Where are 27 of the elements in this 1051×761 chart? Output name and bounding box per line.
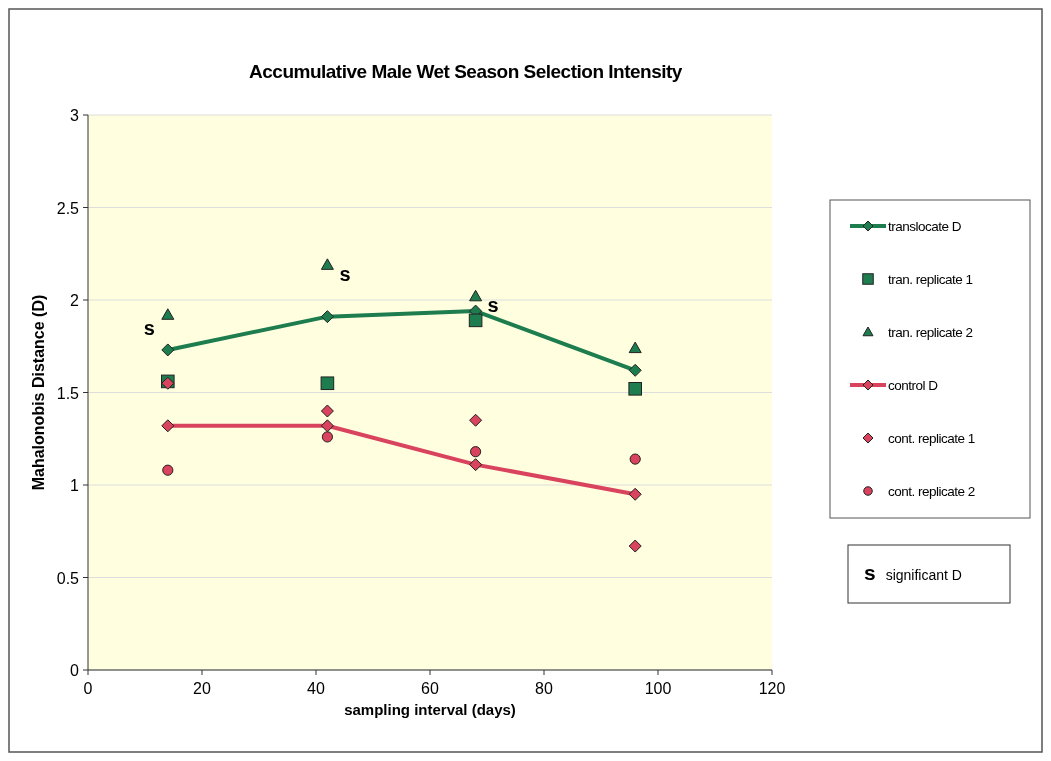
y-tick-label: 1 <box>70 477 80 494</box>
annotation: s <box>143 316 155 339</box>
legend-label: cont. replicate 1 <box>888 431 975 446</box>
x-tick-label: 80 <box>535 680 553 697</box>
y-tick-label: 0.5 <box>56 569 80 587</box>
legend-label: tran. replicate 2 <box>888 325 973 340</box>
y-tick-label: 1.5 <box>56 384 80 402</box>
y-tick-label: 2.5 <box>56 199 80 217</box>
x-tick-label: 60 <box>421 680 439 697</box>
chart-title: Accumulative Male Wet Season Selection Intensity <box>249 61 683 82</box>
legend-label: control D <box>888 378 939 393</box>
x-tick-label: 40 <box>307 680 325 697</box>
x-tick-label: 120 <box>758 680 786 697</box>
x-axis-title: sampling interval (days) <box>344 701 516 718</box>
x-tick-label: 0 <box>83 680 93 697</box>
y-tick-label: 3 <box>70 107 80 124</box>
legend-label: cont. replicate 2 <box>888 484 975 499</box>
annotation: s <box>487 294 499 317</box>
y-tick-label: 0 <box>70 662 80 679</box>
x-tick-label: 100 <box>644 680 672 697</box>
y-axis-title: Mahalonobis Distance (D) <box>30 294 47 491</box>
legend-label: translocate D <box>888 219 962 234</box>
legend-label: tran. replicate 1 <box>888 272 973 287</box>
x-tick-label: 20 <box>193 680 211 697</box>
text: s significant D <box>864 561 962 584</box>
y-tick-label: 2 <box>70 292 80 309</box>
annotation: s <box>339 262 351 285</box>
